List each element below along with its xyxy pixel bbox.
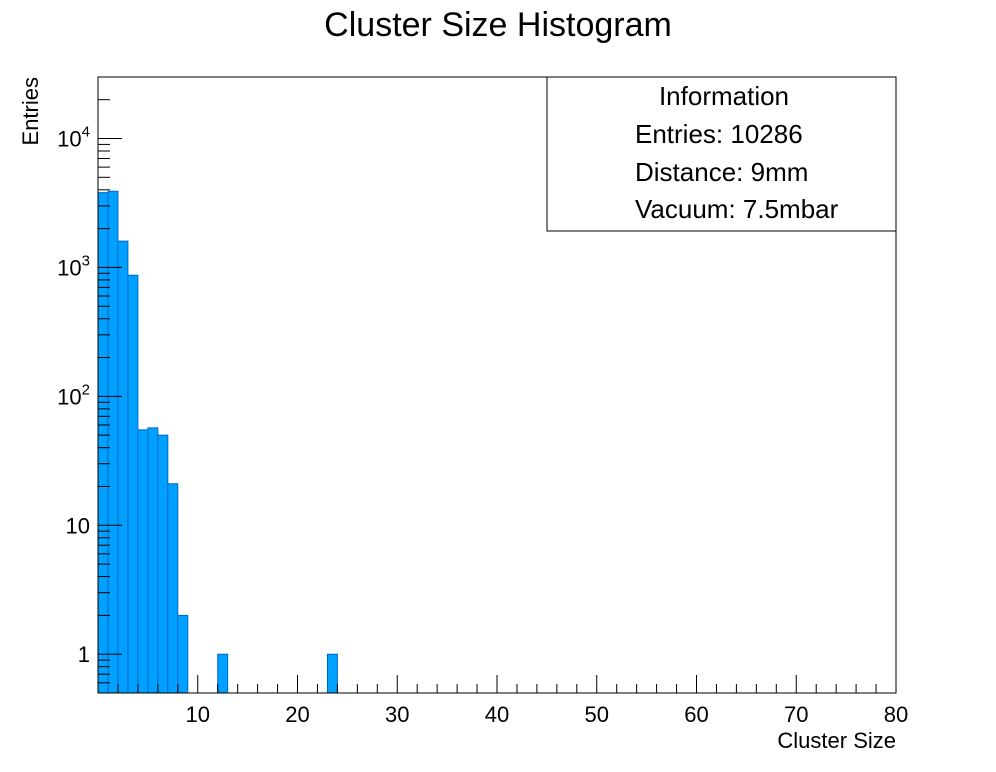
histogram-bar xyxy=(117,241,128,693)
histogram-bar xyxy=(177,615,188,693)
histogram-bar xyxy=(147,427,158,693)
y-tick-label: 104 xyxy=(57,124,90,152)
histogram-bar xyxy=(127,275,138,693)
legend-title: Information xyxy=(659,81,789,111)
info-legend-box: Information Entries: 10286 Distance: 9mm… xyxy=(546,76,897,232)
histogram-bar xyxy=(327,654,338,693)
x-axis-label: Cluster Size xyxy=(777,728,896,753)
y-tick-label: 102 xyxy=(57,381,90,409)
y-tick-label: 10 xyxy=(66,513,90,538)
x-tick-label: 10 xyxy=(186,702,210,727)
y-axis-ticks: 1 10 102 103 104 xyxy=(57,76,122,694)
x-tick-label: 60 xyxy=(684,702,708,727)
x-axis-ticks: 10 20 30 40 50 60 70 80 xyxy=(117,675,908,727)
x-tick-label: 40 xyxy=(485,702,509,727)
histogram-bar xyxy=(217,654,228,693)
histogram-bars xyxy=(97,190,338,693)
x-tick-label: 70 xyxy=(784,702,808,727)
histogram-outline xyxy=(97,190,338,693)
y-tick-label: 103 xyxy=(57,252,90,280)
histogram-bar xyxy=(98,192,108,693)
y-axis-label: Entries xyxy=(18,77,43,145)
legend-distance: Distance: 9mm xyxy=(635,157,808,187)
legend-entries: Entries: 10286 xyxy=(635,119,803,149)
histogram-bar xyxy=(137,429,148,693)
x-tick-label: 80 xyxy=(884,702,908,727)
chart-title: Cluster Size Histogram xyxy=(324,6,672,44)
legend-vacuum: Vacuum: 7.5mbar xyxy=(635,194,839,224)
histogram-bar xyxy=(107,191,118,693)
y-tick-label: 1 xyxy=(78,642,90,667)
x-tick-label: 50 xyxy=(585,702,609,727)
histogram-bar xyxy=(157,435,168,693)
histogram-bar xyxy=(167,483,178,693)
x-tick-label: 20 xyxy=(285,702,309,727)
legend-frame xyxy=(546,76,897,232)
x-tick-label: 30 xyxy=(385,702,409,727)
